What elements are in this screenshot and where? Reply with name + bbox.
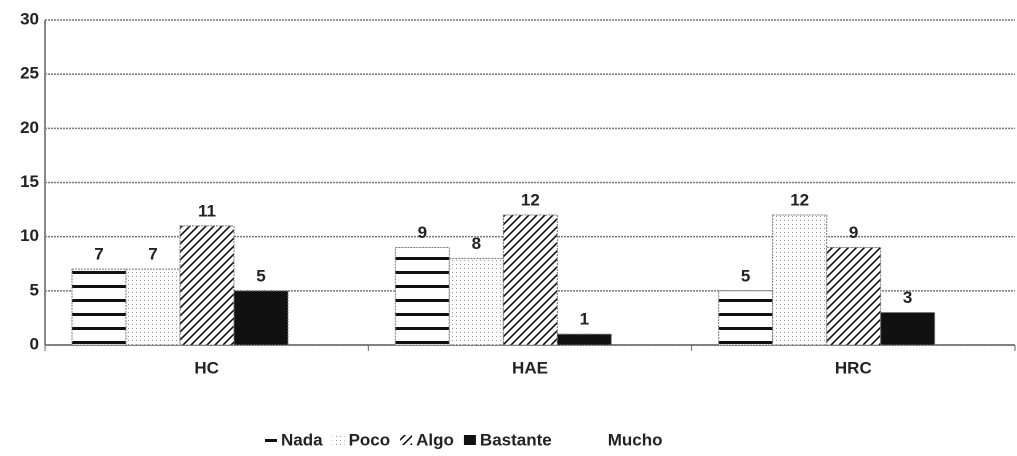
bar [718,290,774,346]
y-tick-label: 20 [20,118,39,137]
legend-label: Bastante [480,430,552,449]
data-label: 12 [790,190,809,209]
bar [880,312,936,346]
legend-label: Nada [281,430,323,449]
bar [179,225,235,346]
y-tick-label: 5 [30,280,39,299]
y-tick-label: 25 [20,64,39,83]
legend-label: Poco [349,430,391,449]
bar [125,268,181,346]
data-label: 12 [521,190,540,209]
data-label: 9 [849,223,858,242]
legend-swatch [265,435,277,445]
y-tick-label: 15 [20,172,39,191]
legend-swatch [591,435,604,445]
x-tick-label: HRC [835,358,872,377]
x-tick-label: HAE [512,358,548,377]
legend-swatch [400,435,413,445]
data-label: 8 [472,234,481,253]
x-tick-label: HC [194,358,219,377]
bar [502,214,558,346]
legend-swatch [332,435,345,445]
data-label: 9 [418,223,427,242]
data-label: 7 [148,245,157,264]
legend-label: Algo [416,430,454,449]
bar [394,247,450,346]
data-label: 11 [198,201,216,220]
legend-label: Mucho [608,430,663,449]
data-label: 1 [580,310,589,329]
y-tick-label: 30 [20,9,39,28]
bar [448,257,504,346]
data-label: 7 [94,245,103,264]
bar [233,290,289,346]
y-tick-label: 0 [30,334,39,353]
legend-swatch [463,435,476,445]
data-label: 3 [903,288,912,307]
bar [772,214,828,346]
bar [556,333,612,346]
data-label: 5 [741,266,750,285]
bar [71,268,127,346]
data-label: 5 [256,266,265,285]
bar [826,247,882,346]
y-tick-label: 10 [20,226,39,245]
